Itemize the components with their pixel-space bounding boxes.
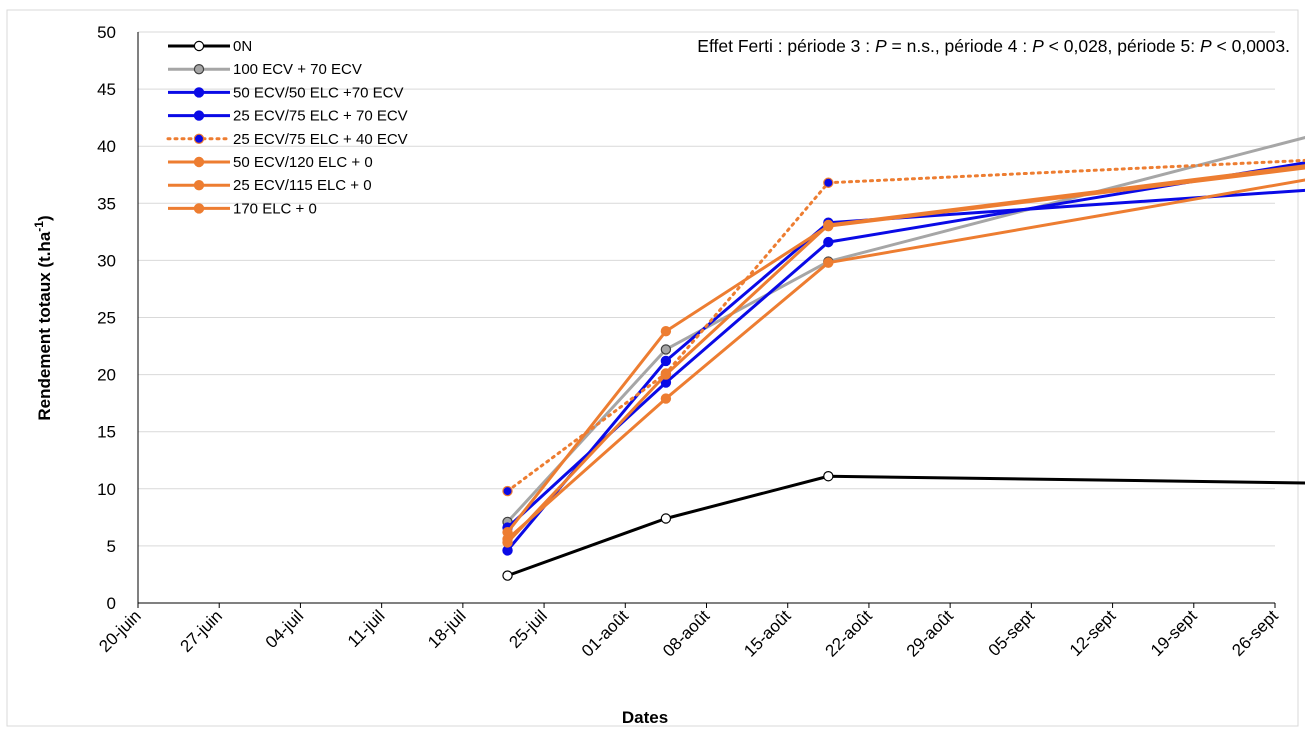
data-point [660,326,672,337]
series-line [506,178,1305,541]
y-axis-title-end: ) [35,215,54,221]
data-point [502,537,513,548]
annotation-part: < 0,0003. [1212,36,1290,56]
data-point [823,471,834,482]
y-axis-title: Rendement totaux (t.ha-1) [32,215,54,420]
series-layer [502,135,1305,581]
legend-marker [193,156,205,168]
y-tick-label: 5 [107,537,116,556]
legend-marker [193,63,205,75]
data-point [823,257,834,268]
data-point [823,219,834,231]
data-point [823,236,834,248]
legend-item: 25 ECV/115 ELC + 0 [168,177,372,194]
chart-border [6,9,1299,727]
data-point [823,177,834,188]
legend-label: 25 ECV/75 ELC + 40 ECV [233,131,408,148]
annotation-part: Effet Ferti : période 3 : [697,36,875,56]
annotation-part: P [1032,36,1044,56]
legend-label: 100 ECV + 70 ECV [233,61,362,78]
y-tick-label: 45 [97,80,116,99]
annotation-part: P [1200,36,1212,56]
series-line [506,166,1305,534]
legend-marker [193,40,205,52]
gridlines [138,31,1275,547]
y-tick-label: 25 [97,309,116,328]
y-tick-labels: 0 5 10 15 20 25 30 35 40 45 50 [97,23,116,613]
significance-annotation: Effet Ferti : période 3 : P = n.s., péri… [697,36,1290,56]
legend-label: 0N [233,38,252,55]
series-7 [502,164,1305,548]
series-line [506,164,1305,544]
legend-item: 50 ECV/50 ELC +70 ECV [168,84,404,101]
annotation-part: = n.s., période 4 : [887,36,1032,56]
axes [137,32,1276,608]
series-line [506,135,1305,523]
series-line [507,474,1305,578]
legend-marker [193,110,205,121]
data-point [660,369,672,380]
legend-item: 100 ECV + 70 ECV [168,61,362,78]
series-line [506,161,1305,529]
legend: 0N 100 ECV + 70 ECV 50 ECV/50 ELC +70 ECV 2… [166,38,408,217]
legend-item: 25 ECV/75 ELC + 70 ECV [168,108,408,125]
data-point [502,570,513,581]
legend-label: 50 ECV/50 ELC +70 ECV [233,84,404,101]
data-point [660,393,672,404]
legend-label: 170 ELC + 0 [233,200,317,217]
y-tick-label: 30 [97,251,116,270]
data-point [660,513,672,524]
legend-marker [193,133,205,144]
data-point [502,485,513,497]
y-axis-title-sup: -1 [32,221,46,232]
series-0 [502,471,1305,581]
y-tick-label: 10 [97,480,116,499]
y-tick-label: 20 [97,366,116,385]
legend-item: 0N [168,38,252,55]
y-axis-title-main: Rendement totaux (t.ha [35,231,54,420]
legend-label: 25 ECV/75 ELC + 70 ECV [233,108,408,125]
legend-marker [193,203,205,214]
data-point [660,344,672,355]
y-tick-label: 15 [97,423,116,442]
legend-label: 25 ECV/115 ELC + 0 [233,177,372,194]
annotation-part: P [875,36,887,56]
y-tick-label: 40 [97,137,116,156]
data-point [660,355,672,367]
legend-item: 25 ECV/75 ELC + 40 ECV [166,131,408,148]
legend-item: 50 ECV/120 ELC + 0 [168,154,373,171]
legend-marker [193,179,205,191]
y-tick-label: 0 [107,594,116,613]
x-axis-title: Dates [622,708,668,727]
y-tick-label: 35 [97,194,116,213]
y-tick-label: 50 [97,23,116,42]
legend-marker [193,87,205,98]
legend-label: 50 ECV/120 ELC + 0 [233,154,373,171]
legend-item: 170 ELC + 0 [168,200,317,217]
annotation-part: < 0,028, période 5: [1044,36,1200,56]
